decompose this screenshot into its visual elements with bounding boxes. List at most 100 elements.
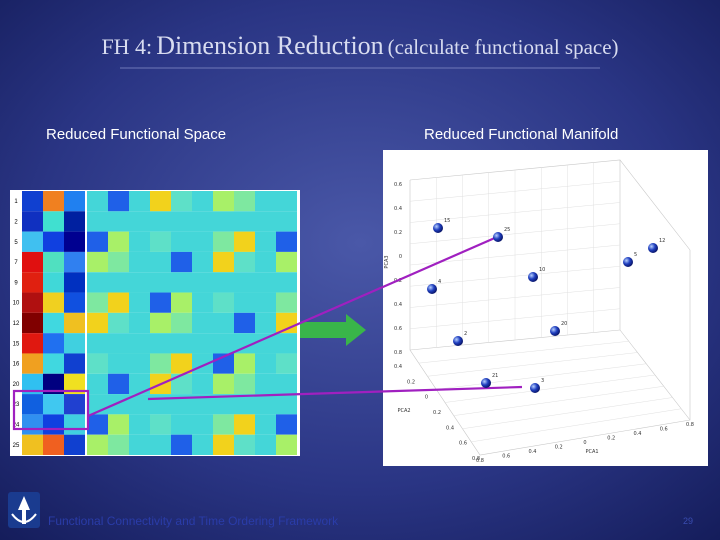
matrix-cell	[22, 312, 43, 334]
footer: Functional Connectivity and Time Orderin…	[48, 514, 339, 528]
matrix-cell	[255, 333, 276, 354]
matrix-cell	[150, 272, 171, 293]
matrix-cell	[43, 211, 64, 232]
matrix-cell	[276, 434, 297, 455]
x-tick-label: 0.2	[607, 436, 615, 442]
matrix-cell	[150, 312, 171, 334]
matrix-cell	[171, 191, 192, 212]
matrix-cell	[22, 394, 43, 415]
grid-line	[418, 341, 629, 364]
matrix-cell	[276, 231, 297, 252]
matrix-cell	[87, 434, 108, 455]
matrix-cell	[276, 373, 297, 395]
matrix-cell	[255, 292, 276, 313]
matrix-cell	[255, 434, 276, 455]
matrix-cell	[276, 353, 297, 374]
matrix-cell	[234, 333, 255, 354]
matrix-cell	[43, 272, 64, 293]
row-label: 9	[14, 280, 18, 286]
axis-label: PCA2	[397, 408, 410, 414]
matrix-cell	[213, 333, 234, 354]
point-label: 12	[659, 238, 665, 244]
matrix-cell	[43, 292, 64, 313]
matrix-cell	[87, 231, 108, 252]
page-number: 29	[683, 516, 693, 526]
matrix-cell	[108, 251, 129, 273]
matrix-cell	[171, 353, 192, 374]
z-tick-label: 0.4	[394, 302, 402, 308]
matrix-cell	[87, 251, 108, 273]
matrix-cell	[192, 414, 213, 435]
z-tick-label: 0.2	[394, 230, 402, 236]
matrix-cell	[64, 272, 85, 293]
x-tick-label: 0.8	[476, 458, 484, 464]
matrix-cell	[234, 231, 255, 252]
matrix-cell	[192, 272, 213, 293]
point-label: 4	[438, 279, 441, 285]
y-tick-label: 0.2	[433, 410, 441, 416]
matrix-cell	[171, 272, 192, 293]
grid-line	[471, 408, 682, 443]
matrix-cell	[234, 312, 255, 334]
point	[453, 336, 463, 346]
connector-line	[87, 235, 498, 418]
point-label: 25	[504, 227, 510, 233]
point-label: 2	[464, 331, 467, 337]
row-label: 12	[13, 321, 20, 327]
z-tick-label: 0.8	[394, 350, 402, 356]
matrix-cell	[150, 231, 171, 252]
matrix-cell	[108, 333, 129, 354]
matrix-cell	[150, 434, 171, 455]
matrix-cell	[234, 373, 255, 395]
matrix-cell	[22, 414, 43, 435]
matrix-cell	[213, 272, 234, 293]
row-label: 1	[14, 199, 18, 205]
matrix-cell	[213, 251, 234, 273]
matrix-cell	[276, 211, 297, 232]
matrix-cell	[129, 394, 150, 415]
point-label: 15	[444, 218, 450, 224]
plot-grid	[409, 162, 682, 443]
matrix-cell	[150, 211, 171, 232]
point	[550, 326, 560, 336]
connectors	[12, 235, 523, 431]
matrix-cell	[255, 312, 276, 334]
matrix-cell	[255, 251, 276, 273]
matrix-cell	[87, 353, 108, 374]
matrix-cell	[87, 333, 108, 354]
matrix-cell	[255, 353, 276, 374]
matrix-cell	[213, 434, 234, 455]
matrix-cell	[192, 373, 213, 395]
matrix-cell	[22, 231, 43, 252]
matrix-cell	[234, 191, 255, 212]
x-tick-label: 0.8	[686, 422, 694, 428]
matrix-cell	[276, 272, 297, 293]
matrix-cell	[129, 191, 150, 212]
matrix-cell	[129, 373, 150, 395]
matrix-cell	[192, 191, 213, 212]
matrix-cell	[234, 434, 255, 455]
point	[481, 378, 491, 388]
matrix-cell	[234, 272, 255, 293]
matrix-cell	[255, 373, 276, 395]
point	[530, 383, 540, 393]
matrix-cell	[213, 394, 234, 415]
matrix-cell	[255, 394, 276, 415]
z-tick-label: 0.6	[394, 182, 402, 188]
matrix-cell	[108, 373, 129, 395]
matrix-cell	[43, 353, 64, 374]
point-label: 20	[561, 321, 567, 327]
row-label: 15	[13, 341, 20, 347]
x-tick-label: 0.4	[634, 431, 642, 437]
matrix-cell	[171, 251, 192, 273]
matrix-cell	[108, 414, 129, 435]
matrix-cell	[64, 394, 85, 415]
point	[623, 257, 633, 267]
matrix-cell	[64, 231, 85, 252]
matrix-cell	[234, 211, 255, 232]
matrix-cell	[129, 292, 150, 313]
matrix-cell	[43, 251, 64, 273]
point	[648, 243, 658, 253]
matrix-cell	[213, 231, 234, 252]
points: 15 25 10 5 12 4 20 2 3 21	[427, 218, 665, 393]
